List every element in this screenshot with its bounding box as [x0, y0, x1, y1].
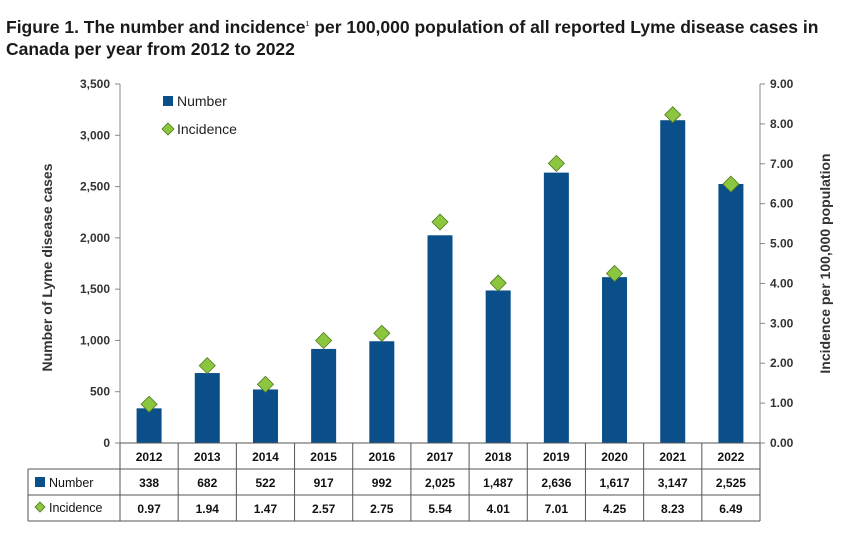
legend-incidence-swatch [161, 122, 175, 136]
category-label: 2013 [194, 450, 221, 464]
bar-number [194, 373, 220, 443]
title-main: Figure 1. The number and incidence [6, 16, 306, 37]
table-number-value: 917 [314, 476, 334, 490]
legend-incidence-label: Incidence [177, 121, 237, 137]
left-axis-title: Number of Lyme disease cases [39, 163, 55, 371]
table-number-value: 1,487 [483, 476, 513, 490]
bar-number [252, 389, 278, 443]
category-label: 2020 [601, 450, 628, 464]
left-tick-label: 500 [90, 385, 110, 399]
left-tick-label: 1,500 [80, 282, 110, 296]
table-number-value: 682 [197, 476, 217, 490]
incidence-marker [315, 331, 333, 350]
category-label: 2012 [136, 450, 163, 464]
category-label: 2021 [659, 450, 686, 464]
table-number-row-label: Number [49, 476, 93, 490]
incidence-marker [140, 395, 158, 413]
left-tick-label: 3,500 [80, 77, 110, 91]
title-rest: per 100,000 population of all reported L… [6, 16, 819, 59]
legend-number-label: Number [177, 93, 227, 109]
right-tick-label: 3.00 [770, 316, 794, 330]
bar-number [427, 235, 453, 443]
bar-number [718, 184, 744, 443]
table-incidence-swatch [34, 501, 46, 513]
bar-number [136, 408, 162, 443]
right-tick-label: 7.00 [770, 157, 794, 171]
table-number-value: 992 [372, 476, 392, 490]
right-tick-label: 9.00 [770, 77, 794, 91]
table-number-value: 2,636 [541, 476, 571, 490]
category-label: 2017 [427, 450, 454, 464]
incidence-marker [198, 357, 216, 375]
table-incidence-row-label: Incidence [49, 501, 103, 515]
bar-number [660, 120, 686, 444]
left-tick-label: 3,000 [80, 128, 110, 142]
category-label: 2015 [310, 450, 337, 464]
category-label: 2022 [718, 450, 745, 464]
incidence-marker [431, 213, 449, 231]
table-incidence-value: 1.47 [254, 502, 278, 516]
table-incidence-value: 8.23 [661, 502, 685, 516]
category-label: 2016 [368, 450, 395, 464]
bar-number [543, 172, 569, 444]
incidence-marker [547, 154, 565, 172]
table-incidence-value: 2.57 [312, 502, 336, 516]
category-label: 2014 [252, 450, 279, 464]
right-tick-label: 1.00 [770, 396, 794, 410]
table-number-value: 2,525 [716, 476, 746, 490]
table-number-swatch [35, 477, 45, 487]
table-incidence-value: 2.75 [370, 502, 394, 516]
table-number-value: 338 [139, 476, 159, 490]
chart-title: Figure 1. The number and incidence1 per … [6, 14, 842, 60]
bar-number [485, 290, 511, 443]
category-label: 2019 [543, 450, 570, 464]
table-number-value: 3,147 [658, 476, 688, 490]
table-number-value: 522 [255, 476, 275, 490]
left-tick-label: 2,500 [80, 180, 110, 194]
table-incidence-value: 1.94 [196, 502, 220, 516]
bar-number [602, 277, 628, 443]
right-tick-label: 0.00 [770, 436, 794, 450]
table-incidence-value: 5.54 [428, 502, 452, 516]
right-tick-label: 2.00 [770, 356, 794, 370]
bar-number [369, 341, 395, 443]
table-incidence-value: 4.25 [603, 502, 627, 516]
right-axis-title: Incidence per 100,000 population [817, 153, 833, 373]
left-tick-label: 0 [103, 436, 110, 450]
right-tick-label: 6.00 [770, 197, 794, 211]
incidence-marker [722, 175, 740, 193]
incidence-marker [489, 274, 507, 292]
table-incidence-value: 0.97 [137, 502, 161, 516]
incidence-marker [605, 264, 624, 283]
right-tick-label: 8.00 [770, 117, 794, 131]
table-number-value: 2,025 [425, 476, 455, 490]
bar-number [311, 348, 337, 443]
right-tick-label: 5.00 [770, 237, 794, 251]
table-incidence-value: 4.01 [487, 502, 511, 516]
table-incidence-value: 6.49 [719, 502, 743, 516]
incidence-marker [256, 375, 275, 393]
right-tick-label: 4.00 [770, 276, 794, 290]
left-tick-label: 2,000 [80, 231, 110, 245]
incidence-marker [664, 106, 682, 124]
title-footnote-marker: 1 [305, 21, 310, 28]
incidence-marker [373, 324, 391, 342]
legend-number-swatch [163, 96, 173, 106]
left-tick-label: 1,000 [80, 333, 110, 347]
table-incidence-value: 7.01 [545, 502, 569, 516]
category-label: 2018 [485, 450, 512, 464]
table-number-value: 1,617 [600, 476, 630, 490]
